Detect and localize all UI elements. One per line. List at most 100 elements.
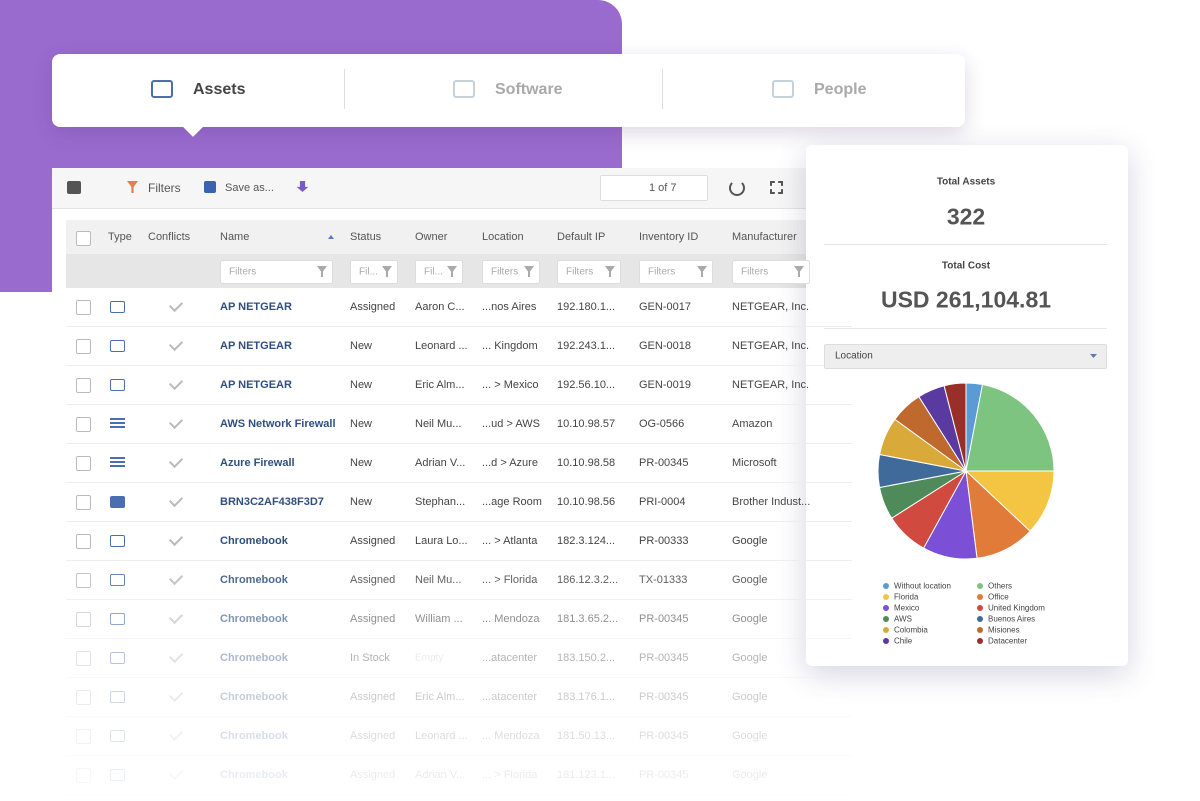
asset-name[interactable]: Chromebook — [220, 574, 288, 586]
row-checkbox[interactable] — [76, 768, 91, 783]
row-divider — [66, 326, 852, 327]
column-header[interactable]: Name — [220, 231, 250, 243]
cell: PR-00345 — [639, 613, 689, 625]
asset-name[interactable]: Chromebook — [220, 769, 288, 781]
tab-label[interactable]: People — [814, 81, 867, 98]
row-checkbox[interactable] — [76, 339, 91, 354]
legend-swatch — [883, 583, 889, 589]
save-icon[interactable] — [204, 181, 216, 193]
dropdown[interactable] — [824, 344, 1107, 369]
row-divider — [66, 794, 852, 795]
cell: Empty — [415, 652, 444, 664]
select-all[interactable] — [76, 231, 91, 246]
cell: Google — [732, 691, 768, 703]
row-checkbox[interactable] — [76, 300, 91, 315]
legend-label: Florida — [894, 592, 919, 602]
filter-placeholder: Fil... — [424, 266, 443, 278]
row-checkbox[interactable] — [76, 729, 91, 744]
tab-icon[interactable] — [151, 80, 173, 98]
asset-name[interactable]: Chromebook — [220, 535, 288, 547]
cell: Google — [732, 730, 768, 742]
filters-button[interactable]: Filters — [148, 181, 181, 195]
sort-arrow — [328, 235, 334, 239]
dropdown-value[interactable]: Location — [835, 350, 873, 362]
column-header[interactable]: Owner — [415, 231, 448, 243]
cell: Aaron C... — [415, 301, 465, 313]
asset-name[interactable]: Chromebook — [220, 730, 288, 742]
asset-name[interactable]: Chromebook — [220, 613, 288, 625]
pagination: 1 of 7 — [649, 182, 677, 194]
tab-icon[interactable] — [772, 80, 794, 98]
column-header[interactable]: Default IP — [557, 231, 606, 243]
column-header[interactable]: Status — [350, 231, 382, 243]
filter-placeholder: Filters — [648, 266, 676, 278]
download-icon[interactable] — [296, 181, 309, 193]
dropdown-caret — [1090, 354, 1097, 358]
legend-swatch — [883, 594, 889, 600]
cell: Adrian V... — [415, 769, 466, 781]
filter-icon — [447, 266, 457, 277]
stat-label: Total Cost — [941, 260, 991, 272]
row-checkbox[interactable] — [76, 690, 91, 705]
filter-icon — [794, 266, 804, 277]
filter-icon[interactable] — [127, 181, 138, 193]
view-button[interactable] — [67, 181, 81, 194]
row-checkbox[interactable] — [76, 495, 91, 510]
row-divider — [66, 755, 852, 756]
column-header[interactable]: Manufacturer — [732, 231, 797, 243]
filter-input[interactable] — [482, 260, 540, 284]
asset-name[interactable]: Chromebook — [220, 691, 288, 703]
cell: New — [350, 340, 373, 352]
cell: PR-00345 — [639, 652, 689, 664]
cell: Assigned — [350, 613, 396, 625]
cell: 186.12.3.2... — [557, 574, 619, 586]
filter-input[interactable] — [639, 260, 713, 284]
filter-input[interactable] — [350, 260, 398, 284]
cell: GEN-0017 — [639, 301, 691, 313]
tab-icon[interactable] — [453, 80, 475, 98]
row-checkbox[interactable] — [76, 417, 91, 432]
filter-placeholder: Filters — [491, 266, 519, 278]
fullscreen-button[interactable] — [770, 181, 783, 194]
column-header[interactable]: Type — [108, 231, 132, 243]
filter-icon — [697, 266, 707, 277]
row-checkbox[interactable] — [76, 456, 91, 471]
row-divider — [66, 716, 852, 717]
cell: Assigned — [350, 574, 396, 586]
row-checkbox[interactable] — [76, 534, 91, 549]
filter-input[interactable] — [557, 260, 621, 284]
asset-name[interactable]: AP NETGEAR — [220, 379, 292, 391]
column-header[interactable]: Inventory ID — [639, 231, 699, 243]
row-checkbox[interactable] — [76, 573, 91, 588]
asset-name[interactable]: Azure Firewall — [220, 457, 295, 469]
cell: Assigned — [350, 769, 396, 781]
save-button[interactable]: Save as... — [225, 182, 274, 194]
cell: 181.3.65.2... — [557, 613, 619, 625]
cell: Assigned — [350, 301, 396, 313]
row-checkbox[interactable] — [76, 378, 91, 393]
asset-name[interactable]: BRN3C2AF438F3D7 — [220, 496, 324, 508]
legend-swatch — [977, 583, 983, 589]
filter-input[interactable] — [732, 260, 810, 284]
asset-name[interactable]: AP NETGEAR — [220, 301, 292, 313]
row-checkbox[interactable] — [76, 612, 91, 627]
asset-name[interactable]: Chromebook — [220, 652, 288, 664]
asset-name[interactable]: AWS Network Firewall — [220, 418, 336, 430]
cell: 183.176.1... — [557, 691, 616, 703]
cell: GEN-0019 — [639, 379, 691, 391]
cell: Eric Alm... — [415, 691, 465, 703]
filter-input[interactable] — [220, 260, 333, 284]
row-checkbox[interactable] — [76, 651, 91, 666]
column-header[interactable]: Conflicts — [148, 231, 191, 243]
cell: ...age Room — [482, 496, 542, 508]
filter-input[interactable] — [415, 260, 463, 284]
column-header[interactable]: Location — [482, 231, 524, 243]
tab-label[interactable]: Assets — [193, 81, 246, 98]
filter-placeholder: Filters — [741, 266, 769, 278]
stat-label: Total Assets — [936, 176, 996, 188]
refresh-button[interactable] — [729, 180, 745, 196]
cell: ...atacenter — [482, 691, 538, 703]
tab-label[interactable]: Software — [495, 81, 563, 98]
asset-name[interactable]: AP NETGEAR — [220, 340, 292, 352]
type-icon — [110, 418, 125, 430]
